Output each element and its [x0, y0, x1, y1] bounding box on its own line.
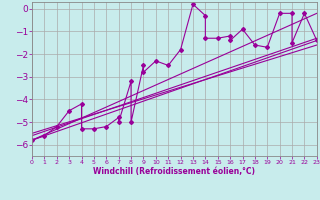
- X-axis label: Windchill (Refroidissement éolien,°C): Windchill (Refroidissement éolien,°C): [93, 167, 255, 176]
